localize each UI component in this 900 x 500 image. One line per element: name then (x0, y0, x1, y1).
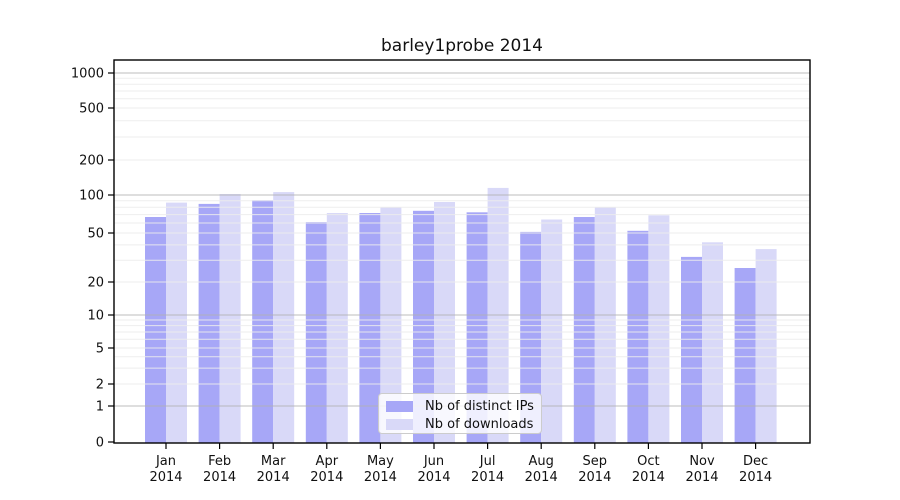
y-tick-label: 5 (96, 342, 104, 357)
bar-distinct-ips-apr (305, 222, 327, 443)
bar-downloads-jan (166, 202, 187, 443)
x-tick-label-month: Mar (261, 454, 286, 469)
x-tick-label-year: 2014 (203, 470, 236, 485)
bar-downloads-apr (326, 213, 348, 443)
x-tick-label-year: 2014 (632, 470, 665, 485)
x-tick-label-month: Dec (743, 454, 768, 469)
legend-swatch-distinct-ips (386, 400, 413, 412)
chart-title: barley1probe 2014 (381, 36, 543, 56)
legend-row-distinct-ips: Nb of distinct IPs (386, 398, 541, 414)
x-tick-label-month: Aug (529, 454, 554, 469)
bar-distinct-ips-sep (573, 217, 595, 443)
bar-distinct-ips-oct (627, 230, 649, 443)
y-tick-label: 1000 (71, 67, 104, 82)
axes-layer (108, 59, 811, 449)
x-tick-label-year: 2014 (364, 470, 397, 485)
x-tick-label-month: Jul (479, 454, 496, 469)
legend-row-downloads: Nb of downloads (386, 416, 541, 432)
bar-downloads-oct (648, 215, 670, 443)
y-tick-label: 20 (87, 276, 104, 291)
bar-downloads-nov (702, 242, 723, 443)
y-tick-label: 100 (79, 189, 104, 204)
tick-labels-layer: 01251020501002005001000Jan2014Feb2014Mar… (71, 67, 772, 486)
x-tick-label-month: Nov (689, 454, 715, 469)
y-tick-label: 10 (87, 309, 104, 324)
x-tick-label-year: 2014 (685, 470, 718, 485)
x-tick-label-year: 2014 (525, 470, 558, 485)
y-tick-label: 2 (96, 378, 104, 393)
bar-downloads-jun (434, 202, 455, 443)
x-tick-label-year: 2014 (471, 470, 504, 485)
y-tick-label: 500 (79, 102, 104, 117)
bar-distinct-ips-dec (734, 268, 756, 443)
x-tick-label-month: Feb (208, 454, 231, 469)
bar-downloads-feb (219, 194, 241, 443)
gridlines-layer (114, 72, 810, 407)
bar-distinct-ips-nov (681, 256, 702, 443)
bar-downloads-dec (755, 249, 777, 443)
x-tick-label-month: Oct (637, 454, 659, 469)
x-tick-label-year: 2014 (578, 470, 611, 485)
x-tick-label-year: 2014 (257, 470, 290, 485)
x-tick-label-year: 2014 (149, 470, 182, 485)
y-tick-label: 50 (87, 227, 104, 242)
y-tick-label: 1 (96, 400, 104, 415)
legend-label-distinct-ips: Nb of distinct IPs (425, 398, 534, 414)
x-tick-label-year: 2014 (739, 470, 772, 485)
x-tick-label-month: Sep (583, 454, 608, 469)
x-tick-label-year: 2014 (417, 470, 450, 485)
y-tick-label: 200 (79, 154, 104, 169)
legend: Nb of distinct IPs Nb of downloads (378, 393, 542, 434)
legend-label-downloads: Nb of downloads (425, 416, 534, 432)
bar-distinct-ips-may (359, 213, 381, 443)
y-tick-label: 0 (96, 436, 104, 451)
bar-distinct-ips-aug (520, 231, 542, 443)
bar-downloads-aug (541, 219, 563, 443)
bars-layer (145, 187, 777, 443)
plot-border (113, 59, 811, 444)
bar-distinct-ips-jul (466, 212, 488, 443)
bar-distinct-ips-mar (252, 200, 274, 443)
x-tick-label-month: Jan (155, 454, 176, 469)
bar-distinct-ips-feb (198, 203, 220, 443)
x-tick-label-month: Jun (423, 454, 444, 469)
legend-swatch-downloads (386, 418, 413, 430)
bar-distinct-ips-jun (413, 210, 434, 443)
x-tick-label-month: May (367, 454, 394, 469)
x-tick-label-month: Apr (316, 454, 339, 469)
x-tick-label-year: 2014 (310, 470, 343, 485)
bar-downloads-mar (273, 192, 295, 443)
bar-distinct-ips-jan (145, 217, 166, 443)
